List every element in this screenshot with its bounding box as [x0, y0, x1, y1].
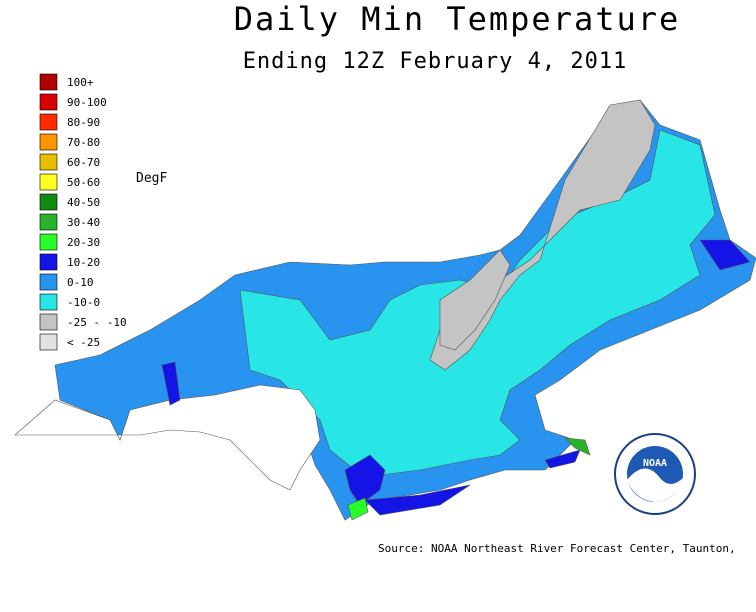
legend-swatch	[39, 253, 58, 271]
legend-swatch	[39, 153, 58, 171]
title: Daily Min Temperature	[234, 0, 681, 38]
legend-swatch	[39, 333, 58, 351]
legend-swatch	[39, 113, 58, 131]
legend-label: -25 - -10	[67, 316, 127, 329]
subtitle: Ending 12Z February 4, 2011	[243, 49, 628, 74]
legend-label: 100+	[67, 76, 94, 89]
legend-label: 30-40	[67, 216, 100, 229]
legend-label: 70-80	[67, 136, 100, 149]
legend-label: 0-10	[67, 276, 94, 289]
legend-label: -10-0	[67, 296, 100, 309]
legend-label: 80-90	[67, 116, 100, 129]
legend-swatch	[39, 213, 58, 231]
legend-label: < -25	[67, 336, 100, 349]
region	[564, 437, 591, 456]
source: Source: NOAA Northeast River Forecast Ce…	[378, 542, 736, 555]
legend-swatch	[39, 273, 58, 291]
legend-label: 60-70	[67, 156, 100, 169]
region	[347, 497, 369, 521]
legend-label: 10-20	[67, 256, 100, 269]
legend-swatch	[39, 73, 58, 91]
region	[364, 484, 471, 516]
legend-swatch	[39, 293, 58, 311]
region	[161, 361, 181, 406]
legend-label: 50-60	[67, 176, 100, 189]
logo-text: NOAA	[643, 458, 667, 469]
legend: 100+ 90-100 80-90 70-80 60-70 50-60 40-50 30-40…	[39, 73, 127, 351]
logo: NOAA	[614, 433, 696, 515]
region	[699, 239, 751, 271]
legend-swatch	[39, 173, 58, 191]
region	[544, 449, 581, 469]
legend-swatch	[39, 193, 58, 211]
region	[439, 249, 511, 351]
map	[14, 99, 756, 521]
legend-unit: DegF	[136, 171, 167, 186]
legend-swatch	[39, 233, 58, 251]
legend-swatch	[39, 93, 58, 111]
legend-swatch	[39, 133, 58, 151]
legend-swatch	[39, 313, 58, 331]
legend-label: 40-50	[67, 196, 100, 209]
legend-label: 20-30	[67, 236, 100, 249]
legend-label: 90-100	[67, 96, 107, 109]
region	[14, 384, 321, 491]
region	[344, 454, 386, 506]
